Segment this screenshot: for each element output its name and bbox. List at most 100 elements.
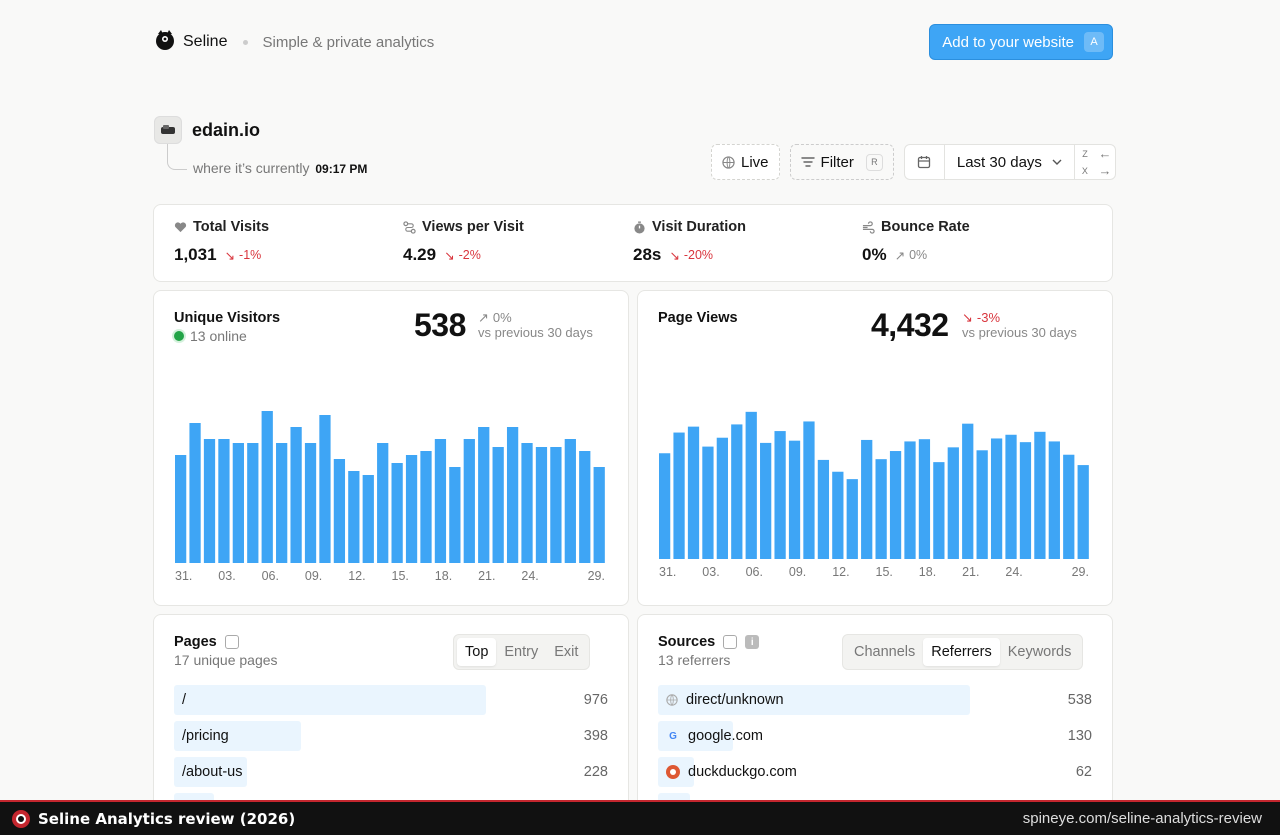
chart-bar[interactable]: [875, 459, 887, 559]
chart-bar[interactable]: [247, 443, 259, 563]
chart-bar[interactable]: [463, 439, 475, 563]
stat-views-per-visit[interactable]: Views per Visit 4.29 ↘ -2%: [403, 219, 524, 265]
chart-bar[interactable]: [362, 475, 374, 563]
chart-bar[interactable]: [492, 447, 504, 563]
tab-keywords[interactable]: Keywords: [1007, 644, 1072, 660]
chart-bar[interactable]: [564, 439, 576, 563]
tab-top[interactable]: Top: [457, 638, 497, 666]
stat-total-visits[interactable]: Total Visits 1,031 ↘ -1%: [174, 219, 269, 265]
chart-bar[interactable]: [377, 443, 389, 563]
expand-icon[interactable]: [224, 635, 239, 649]
chart-bar[interactable]: [261, 411, 273, 563]
row-label: /about-us: [182, 764, 243, 780]
chart-bar[interactable]: [478, 427, 490, 563]
chart-bar[interactable]: [745, 411, 757, 559]
toolbar: Live Filter R Last 30 days Z ← X →: [711, 144, 1116, 180]
chart-bar[interactable]: [333, 459, 346, 563]
chart-bar[interactable]: [391, 463, 403, 563]
chart-bar[interactable]: [846, 479, 858, 559]
chart-bar[interactable]: [405, 455, 418, 563]
add-to-website-button[interactable]: Add to your website A: [929, 24, 1113, 60]
row-label: /: [182, 692, 187, 708]
chart-bar[interactable]: [218, 439, 230, 563]
list-item[interactable]: duckduckgo.com 62: [658, 757, 1092, 787]
current-time: 09:17 PM: [315, 162, 368, 176]
prev-period-button[interactable]: ←: [1098, 146, 1112, 161]
expand-icon[interactable]: [723, 635, 738, 649]
chart-bar[interactable]: [203, 439, 216, 563]
chart-bar[interactable]: [731, 424, 743, 559]
banner-url[interactable]: spineye.com/seline-analytics-review: [1022, 810, 1262, 827]
tab-entry[interactable]: Entry: [504, 644, 539, 660]
chart-bar[interactable]: [232, 443, 244, 563]
chart-bar[interactable]: [290, 427, 302, 563]
chart-bar[interactable]: [990, 438, 1003, 559]
stat-visit-duration[interactable]: Visit Duration 28s ↘ -20%: [633, 219, 746, 265]
chart-bar[interactable]: [788, 440, 801, 559]
list-item[interactable]: direct/unknown 538: [658, 685, 1092, 715]
list-item[interactable]: /pricing 398: [174, 721, 608, 751]
chart-bar[interactable]: [434, 439, 447, 563]
chart-bar[interactable]: [687, 426, 700, 559]
chart-bar[interactable]: [1019, 442, 1032, 559]
tab-channels[interactable]: Channels: [854, 644, 916, 660]
list-item[interactable]: / 976: [174, 685, 608, 715]
chart-bar[interactable]: [803, 421, 815, 559]
chart-bar[interactable]: [962, 423, 974, 559]
stat-bounce-rate[interactable]: Bounce Rate 0% ↗ 0%: [862, 219, 970, 265]
chart-bar[interactable]: [506, 427, 519, 563]
chart-bar[interactable]: [276, 443, 288, 563]
chart-bar[interactable]: [861, 439, 873, 559]
date-range-select[interactable]: Last 30 days: [945, 145, 1075, 179]
chart-bar[interactable]: [304, 443, 317, 563]
chart-bar[interactable]: [175, 455, 187, 563]
chart-bar[interactable]: [904, 441, 916, 559]
tab-referrers[interactable]: Referrers: [923, 638, 1000, 666]
chart-bar[interactable]: [1005, 434, 1017, 559]
info-icon[interactable]: i: [745, 635, 760, 649]
chart-bar[interactable]: [1048, 441, 1060, 559]
chart-bar[interactable]: [1077, 465, 1089, 559]
chart-bar[interactable]: [760, 442, 772, 559]
row-count: 538: [1067, 692, 1092, 708]
chart-bar[interactable]: [189, 423, 201, 563]
chart-bar[interactable]: [348, 471, 360, 563]
chart-bar[interactable]: [449, 467, 461, 563]
chart-bar[interactable]: [976, 450, 988, 559]
brand[interactable]: Seline Simple & private analytics: [153, 28, 434, 57]
chart-bar[interactable]: [550, 447, 562, 563]
calendar-button[interactable]: [905, 145, 945, 179]
chart-bar[interactable]: [659, 453, 671, 559]
chart-bar[interactable]: [947, 447, 959, 559]
tab-exit[interactable]: Exit: [554, 644, 579, 660]
chart-bar[interactable]: [673, 432, 685, 559]
chart-bar[interactable]: [889, 451, 902, 559]
next-period-button[interactable]: →: [1098, 163, 1112, 178]
connector-line: [167, 144, 187, 170]
chart-bar[interactable]: [774, 431, 786, 559]
row-bar: [658, 685, 970, 715]
list-item[interactable]: /about-us 228: [174, 757, 608, 787]
chart-bar[interactable]: [716, 437, 728, 559]
chart-bar[interactable]: [593, 467, 605, 563]
chart-bar[interactable]: [420, 451, 432, 563]
chart-bar[interactable]: [1063, 454, 1075, 559]
live-button[interactable]: Live: [711, 144, 780, 180]
sources-subtitle: 13 referrers: [658, 652, 731, 668]
filter-button[interactable]: Filter R: [789, 144, 894, 180]
chart-bar[interactable]: [918, 439, 931, 559]
x-tick-label: 18.: [919, 565, 936, 579]
chart-bar[interactable]: [702, 446, 714, 559]
chart-bar[interactable]: [579, 451, 591, 563]
chart-bar[interactable]: [1034, 431, 1046, 559]
chart-bar[interactable]: [817, 459, 830, 559]
chart-bar[interactable]: [535, 447, 548, 563]
prev-period-key: Z: [1082, 148, 1088, 159]
chart-bar[interactable]: [933, 462, 945, 559]
site-name[interactable]: edain.io: [192, 119, 261, 140]
chart-bar[interactable]: [319, 415, 331, 563]
chart-bar[interactable]: [521, 443, 533, 563]
chart-bar[interactable]: [832, 471, 844, 559]
row-count: 976: [583, 692, 608, 708]
